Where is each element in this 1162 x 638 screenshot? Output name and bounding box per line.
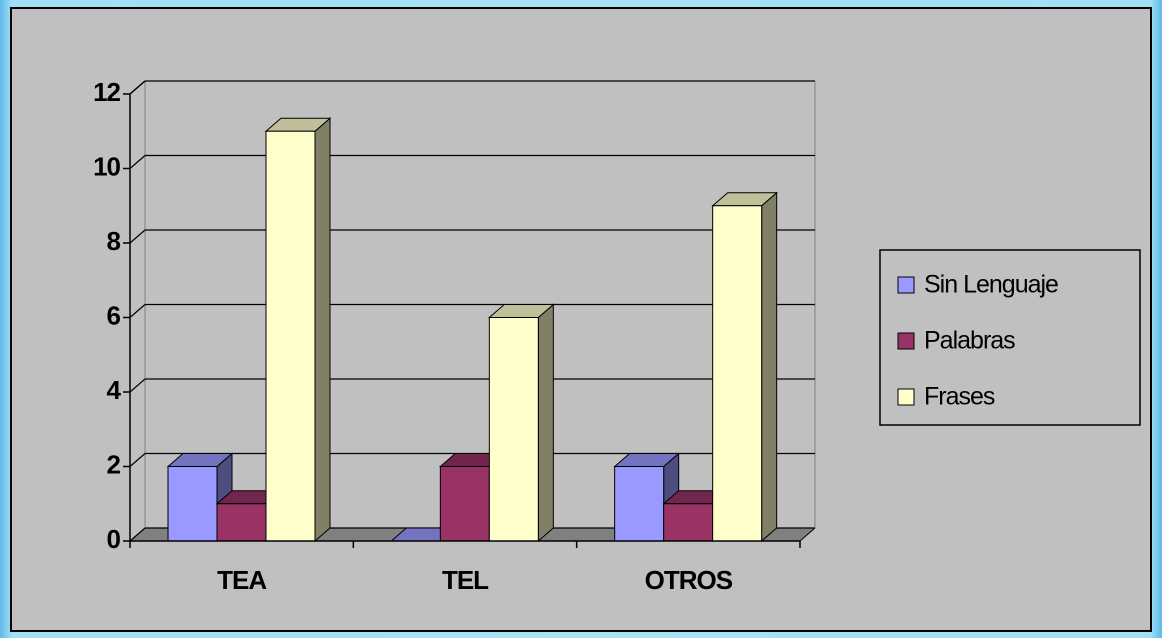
bar-front — [614, 466, 665, 542]
bar — [487, 303, 555, 543]
x-tick-label: OTROS — [645, 565, 733, 595]
bar — [264, 117, 332, 543]
legend-label: Sin Lenguaje — [924, 271, 1058, 299]
bar-front — [216, 503, 267, 542]
x-tick-label: TEA — [217, 565, 267, 595]
y-tick-label: 6 — [107, 300, 121, 330]
y-tick-label: 4 — [107, 375, 122, 405]
legend-swatch — [897, 332, 915, 350]
grid-line-side — [129, 453, 146, 467]
bar-side — [761, 191, 778, 543]
bar-side — [314, 117, 331, 543]
x-axis-end — [799, 527, 816, 542]
legend-box — [879, 249, 1141, 426]
bar — [166, 452, 234, 543]
bar — [711, 191, 779, 543]
y-tick-label: 12 — [93, 77, 120, 107]
bar-front — [167, 466, 218, 542]
y-tick-label: 8 — [107, 226, 121, 256]
bar-front — [439, 466, 490, 542]
grid-line-side — [129, 229, 146, 244]
y-tick-label: 0 — [107, 524, 121, 554]
bar-front — [712, 205, 763, 542]
legend-swatch — [897, 276, 915, 294]
y-tick-label: 2 — [107, 449, 121, 479]
bar-front — [663, 503, 714, 542]
grid-line-side — [129, 304, 146, 318]
y-tick-label: 10 — [93, 151, 120, 181]
grid-line-side — [129, 527, 146, 542]
grid-line-side — [129, 378, 146, 393]
grid-line-side — [129, 155, 146, 169]
x-tick-label: TEL — [442, 565, 489, 595]
legend-swatch — [897, 388, 915, 406]
legend-label: Frases — [924, 383, 995, 411]
bar-front — [488, 317, 539, 542]
legend-label: Palabras — [924, 327, 1015, 355]
y-axis-top — [129, 80, 146, 95]
bar-side — [537, 303, 554, 543]
bar-front — [265, 130, 316, 542]
